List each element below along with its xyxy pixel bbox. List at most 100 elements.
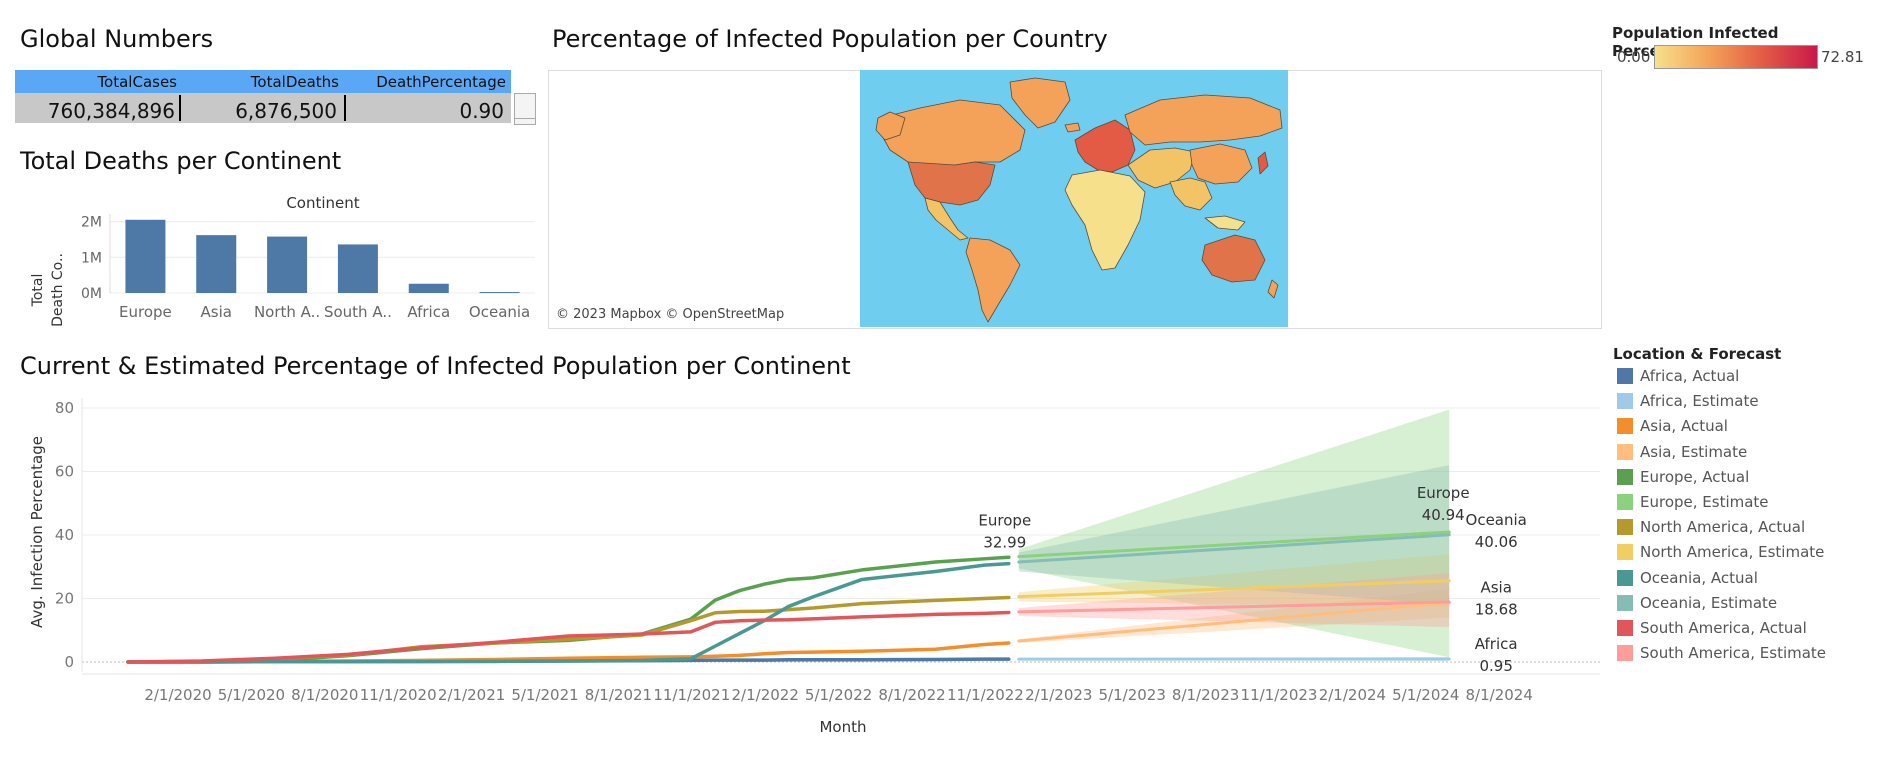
gradient-legend-bar	[1654, 45, 1818, 69]
series-south-america-actual[interactable]	[126, 610, 1011, 664]
bar-chart-ylabel: Total Death Co..	[30, 253, 66, 327]
legend-swatch	[1617, 569, 1633, 586]
line-x-ticks: 2/1/2020 5/1/2020 8/1/2020 11/1/2020 2/1/202…	[144, 686, 1533, 704]
cell-total-deaths: 6,876,500	[235, 99, 337, 123]
table-row: 760,384,896 6,876,500 0.90	[15, 93, 511, 123]
map-title: Percentage of Infected Population per Co…	[552, 25, 1108, 53]
bar-ylabel-line2: Death Co..	[50, 253, 66, 327]
annotation-label: Europe	[978, 511, 1031, 529]
column-divider	[344, 95, 346, 121]
annotation-value: 40.06	[1475, 533, 1518, 551]
legend-label: Africa, Estimate	[1640, 392, 1759, 411]
line-legend-title: Location & Forecast	[1613, 345, 1782, 363]
line-x-tick-label: 5/1/2022	[805, 686, 872, 704]
series-south-america-estimate[interactable]	[1017, 600, 1451, 614]
bar-y-tick-label: 0M	[81, 286, 102, 302]
deaths-title: Total Deaths per Continent	[20, 147, 342, 175]
band-asia-estimate	[1018, 588, 1450, 643]
legend-swatch	[1617, 645, 1633, 662]
legend-label: Europe, Estimate	[1640, 493, 1769, 511]
line-x-tick-label: 8/1/2021	[585, 686, 652, 704]
gradient-legend-max: 72.81	[1821, 48, 1864, 66]
annotation-value: 32.99	[983, 533, 1026, 551]
line-x-tick-label: 5/1/2021	[511, 686, 578, 704]
line-x-tick-label: 2/1/2021	[438, 686, 505, 704]
series-north-america-estimate[interactable]	[1017, 579, 1451, 599]
alaska	[875, 111, 906, 141]
map-credit[interactable]: © 2023 Mapbox © OpenStreetMap	[556, 307, 785, 322]
bar-x-tick-label: South A..	[324, 303, 392, 321]
series-oceania-actual[interactable]	[126, 561, 1011, 664]
canada	[879, 99, 1026, 166]
greenland	[1009, 77, 1071, 129]
infection-line-chart: Avg. Infection Percentage Month 0 20 40 60 8…	[28, 398, 1600, 736]
series-europe-actual[interactable]	[126, 555, 1011, 664]
series-asia-estimate[interactable]	[1017, 601, 1451, 643]
legend-swatch	[1617, 468, 1633, 485]
iceland	[1064, 122, 1081, 133]
band-europe-estimate	[1018, 409, 1450, 658]
legend-swatch	[1617, 544, 1633, 561]
line-chart-xlabel: Month	[819, 718, 866, 736]
bar-x-tick-label: Oceania	[469, 303, 530, 321]
line-x-tick-label: 11/1/2022	[947, 686, 1024, 704]
annotation-value: 18.68	[1475, 601, 1518, 619]
cell-death-percentage: 0.90	[459, 99, 504, 123]
line-x-tick-label: 8/1/2020	[291, 686, 358, 704]
line-x-tick-label: 2/1/2024	[1319, 686, 1386, 704]
line-y-tick-label: 60	[55, 463, 74, 481]
col-header-total-cases[interactable]: TotalCases	[97, 73, 177, 91]
annotation-value: 0.95	[1479, 657, 1512, 675]
global-numbers-table: TotalCases TotalDeaths DeathPercentage 7…	[15, 70, 511, 125]
usa	[907, 161, 996, 206]
bar-y-tick-label: 2M	[81, 215, 102, 231]
series-europe-estimate[interactable]	[1017, 530, 1451, 559]
deaths-bar-chart: Continent Total Death Co.. 0M 1M 2M Europe…	[30, 194, 535, 327]
line-x-tick-label: 5/1/2024	[1392, 686, 1459, 704]
col-header-death-percentage[interactable]: DeathPercentage	[376, 73, 506, 91]
legend-label: Europe, Actual	[1640, 467, 1750, 486]
legend-label: Oceania, Actual	[1640, 568, 1758, 587]
legend-label: Asia, Estimate	[1640, 442, 1748, 461]
line-x-tick-label: 8/1/2023	[1172, 686, 1239, 704]
line-x-tick-label: 2/1/2022	[732, 686, 799, 704]
annotation-label: Africa	[1475, 635, 1518, 653]
bar-europe[interactable]	[125, 219, 166, 293]
col-header-total-deaths[interactable]: TotalDeaths	[250, 73, 339, 91]
bar-x-tick-label: Asia	[201, 303, 232, 321]
line-x-tick-label: 8/1/2022	[878, 686, 945, 704]
new-zealand	[1267, 279, 1279, 299]
bar-x-tick-label: North A..	[254, 303, 320, 321]
legend-swatch	[1617, 443, 1633, 460]
line-x-tick-label: 2/1/2023	[1025, 686, 1092, 704]
annotation-label: Europe	[1417, 484, 1470, 502]
bar-asia[interactable]	[196, 235, 237, 293]
choropleth-map[interactable]	[860, 70, 1288, 327]
africa	[1064, 169, 1146, 271]
china	[1189, 143, 1253, 185]
bar-x-tick-label: Africa	[407, 303, 450, 321]
legend-swatch	[1617, 494, 1633, 510]
line-y-tick-label: 80	[55, 399, 74, 417]
annotation-label: Asia	[1480, 579, 1511, 597]
global-numbers-title: Global Numbers	[20, 25, 214, 53]
annotation-label: Oceania	[1466, 511, 1527, 529]
bar-africa[interactable]	[408, 283, 449, 293]
legend-swatch	[1617, 519, 1633, 536]
mexico-central-america	[924, 197, 969, 241]
line-series	[126, 530, 1451, 664]
cell-total-cases: 760,384,896	[47, 99, 175, 123]
russia	[1124, 94, 1283, 146]
line-chart-ylabel: Avg. Infection Percentage	[28, 436, 46, 628]
bar-y-tick-label: 1M	[81, 250, 102, 266]
table-scrollbar[interactable]	[514, 93, 536, 125]
middle-east-central-asia	[1127, 147, 1196, 189]
bar-oceania[interactable]	[479, 292, 520, 294]
bar-north-a[interactable]	[267, 236, 308, 293]
annotation-value: 40.94	[1422, 506, 1465, 524]
line-x-tick-label: 5/1/2023	[1099, 686, 1166, 704]
japan	[1257, 151, 1269, 175]
line-x-tick-label: 2/1/2020	[144, 686, 211, 704]
bar-south-a[interactable]	[337, 244, 378, 293]
series-oceania-estimate[interactable]	[1017, 533, 1451, 564]
